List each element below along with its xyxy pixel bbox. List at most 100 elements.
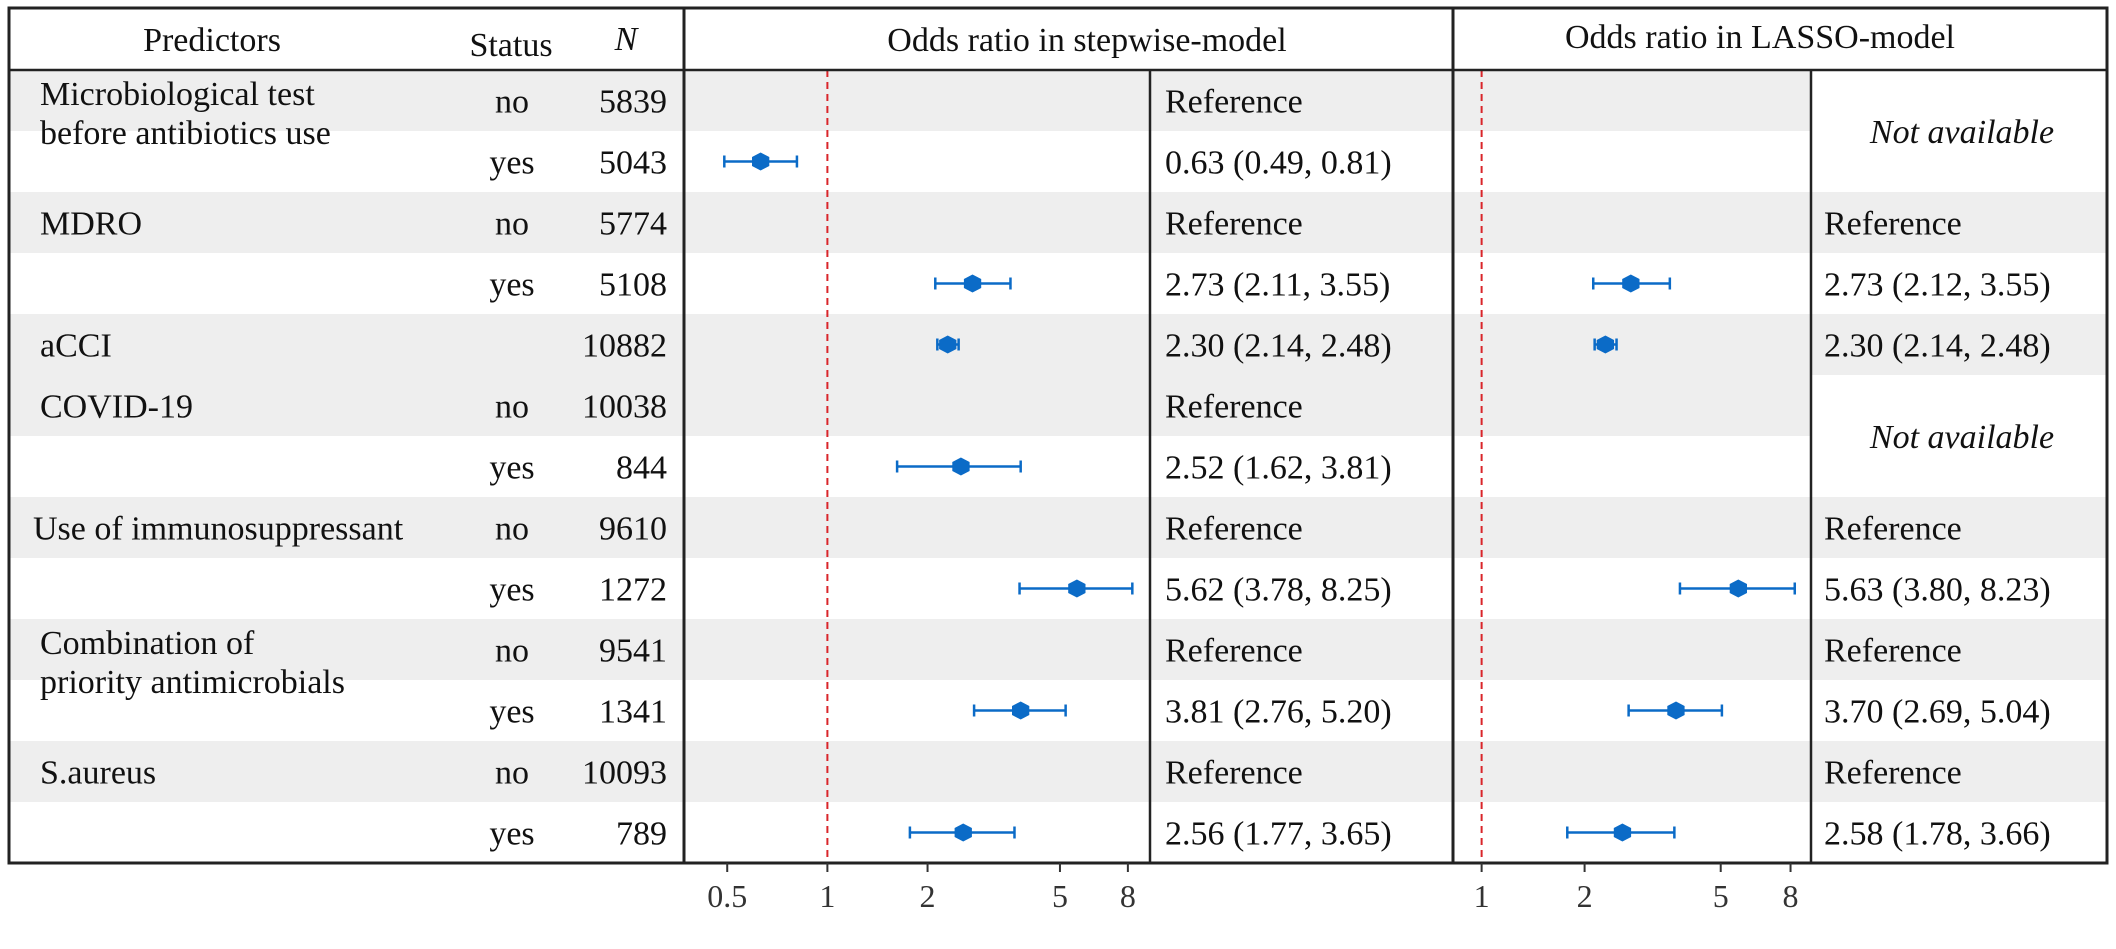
row-shade xyxy=(9,741,2107,802)
lasso-point-estimate xyxy=(1729,579,1747,598)
header-stepwise: Odds ratio in stepwise-model xyxy=(887,22,1286,59)
stepwise-point-estimate xyxy=(963,274,982,293)
status-value: no xyxy=(495,633,529,670)
stepwise-point-estimate xyxy=(1068,579,1086,598)
odds-ratio-marks xyxy=(723,152,1796,842)
n-value: 1341 xyxy=(599,694,667,731)
row-shade xyxy=(9,375,2107,436)
status-value: yes xyxy=(489,267,534,304)
n-value: 5043 xyxy=(599,145,667,182)
n-value: 789 xyxy=(616,816,667,853)
lasso-or-text: 2.30 (2.14, 2.48) xyxy=(1824,328,2051,365)
lasso-or-text: Reference xyxy=(1824,755,1962,792)
row-shade xyxy=(9,314,2107,375)
row-shade xyxy=(9,192,2107,253)
predictor-label: COVID-19 xyxy=(40,389,193,426)
stepwise-or-text: Reference xyxy=(1165,633,1303,670)
row-shade xyxy=(9,497,2107,558)
not-available-label: Not available xyxy=(1869,419,2054,456)
n-value: 9610 xyxy=(599,511,667,548)
status-value: no xyxy=(495,511,529,548)
row-shading xyxy=(9,70,2107,802)
stepwise-point-estimate xyxy=(952,457,970,476)
predictor-label: Use of immunosuppressant xyxy=(33,511,404,548)
n-value: 9541 xyxy=(599,633,667,670)
status-value: no xyxy=(495,755,529,792)
outer-border xyxy=(7,6,2109,865)
stepwise-or-text: Reference xyxy=(1165,84,1303,121)
header-row: Predictors Status N Odds ratio in stepwi… xyxy=(143,19,1955,64)
lasso-point-estimate xyxy=(1613,823,1632,842)
axis-ticks: 0.5 1 2 5 8 1 2 5 8 xyxy=(707,863,1799,914)
not-available-cell xyxy=(1812,375,2107,497)
stepwise-or-text: 2.56 (1.77, 3.65) xyxy=(1165,816,1392,853)
n-value: 5774 xyxy=(599,206,667,243)
lasso-or-text: 2.58 (1.78, 3.66) xyxy=(1824,816,2051,853)
stepwise-or-text: Reference xyxy=(1165,389,1303,426)
n-value: 5839 xyxy=(599,84,667,121)
stepwise-or-text: 5.62 (3.78, 8.25) xyxy=(1165,572,1392,609)
lasso-tick-label: 5 xyxy=(1713,878,1729,914)
predictor-label-line2: before antibiotics use xyxy=(40,115,331,152)
n-value: 1272 xyxy=(599,572,667,609)
stepwise-tick-label: 0.5 xyxy=(707,878,747,914)
predictor-label: aCCI xyxy=(40,328,112,365)
lasso-or-text: Reference xyxy=(1824,206,1962,243)
lasso-tick-label: 1 xyxy=(1474,878,1490,914)
n-value: 5108 xyxy=(599,267,667,304)
header-n: N xyxy=(614,21,640,58)
header-predictors: Predictors xyxy=(143,22,281,59)
lasso-tick-label: 8 xyxy=(1783,878,1799,914)
lasso-or-text: 5.63 (3.80, 8.23) xyxy=(1824,572,2051,609)
stepwise-tick-label: 8 xyxy=(1120,878,1136,914)
stepwise-or-text: Reference xyxy=(1165,206,1303,243)
stepwise-point-estimate xyxy=(752,152,770,171)
n-value: 844 xyxy=(616,450,667,487)
predictor-label: MDRO xyxy=(40,206,142,243)
status-value: yes xyxy=(489,816,534,853)
status-value: no xyxy=(495,206,529,243)
stepwise-point-estimate xyxy=(939,335,957,354)
predictor-label: Combination of xyxy=(40,625,255,662)
lasso-or-text: 2.73 (2.12, 3.55) xyxy=(1824,267,2051,304)
stepwise-or-text: 2.30 (2.14, 2.48) xyxy=(1165,328,1392,365)
stepwise-tick-label: 2 xyxy=(920,878,936,914)
stepwise-tick-label: 5 xyxy=(1052,878,1068,914)
status-value: yes xyxy=(489,572,534,609)
status-value: yes xyxy=(489,694,534,731)
lasso-point-estimate xyxy=(1667,701,1685,720)
lasso-tick-label: 2 xyxy=(1577,878,1593,914)
lasso-or-text: Reference xyxy=(1824,511,1962,548)
not-available-cell xyxy=(1812,70,2107,192)
status-value: yes xyxy=(489,450,534,487)
lasso-point-estimate xyxy=(1596,335,1614,354)
table-borders xyxy=(7,6,2109,865)
stepwise-or-text: 3.81 (2.76, 5.20) xyxy=(1165,694,1392,731)
status-value: no xyxy=(495,84,529,121)
status-value: yes xyxy=(489,145,534,182)
predictor-label-line2: priority antimicrobials xyxy=(40,664,345,701)
n-value: 10882 xyxy=(582,328,667,365)
n-value: 10038 xyxy=(582,389,667,426)
n-value: 10093 xyxy=(582,755,667,792)
predictor-label: Microbiological test xyxy=(40,76,315,113)
lasso-point-estimate xyxy=(1622,274,1640,293)
not-available-label: Not available xyxy=(1869,114,2054,151)
row-shade xyxy=(9,619,2107,680)
stepwise-or-text: 2.52 (1.62, 3.81) xyxy=(1165,450,1392,487)
header-lasso: Odds ratio in LASSO-model xyxy=(1565,19,1955,56)
stepwise-or-text: 2.73 (2.11, 3.55) xyxy=(1165,267,1390,304)
stepwise-point-estimate xyxy=(1012,701,1030,720)
status-value: no xyxy=(495,389,529,426)
header-status: Status xyxy=(469,27,552,64)
reference-lines xyxy=(826,70,1483,863)
stepwise-point-estimate xyxy=(954,823,972,842)
stepwise-or-text: 0.63 (0.49, 0.81) xyxy=(1165,145,1392,182)
lasso-or-text: Reference xyxy=(1824,633,1962,670)
stepwise-tick-label: 1 xyxy=(819,878,835,914)
row-shade xyxy=(9,70,2107,131)
stepwise-or-text: Reference xyxy=(1165,511,1303,548)
lasso-or-text: 3.70 (2.69, 5.04) xyxy=(1824,694,2051,731)
